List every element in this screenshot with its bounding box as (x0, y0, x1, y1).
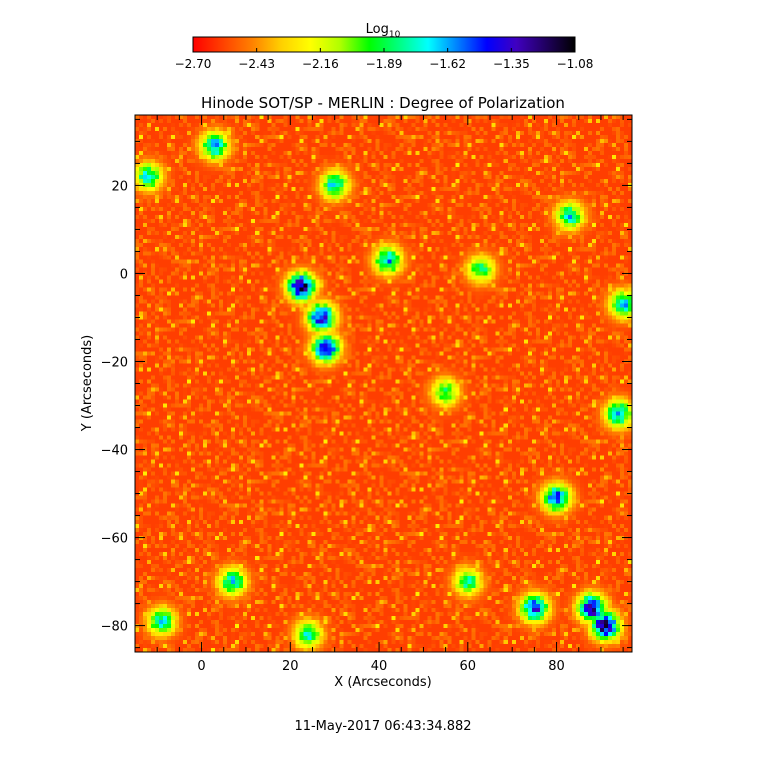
colorbar-tick-label: −1.62 (429, 57, 466, 71)
y-tick-label: −60 (101, 532, 128, 547)
colorbar-label: Log10 (366, 22, 401, 40)
colorbar-label-main: Log (366, 22, 389, 37)
colorbar-tick-label: −2.16 (302, 57, 339, 71)
y-tick-label: 20 (111, 179, 128, 194)
timestamp: 11-May-2017 06:43:34.882 (294, 719, 471, 734)
colorbar-tick-label: −1.89 (366, 57, 403, 71)
y-tick-label: 0 (120, 267, 128, 282)
y-axis-label: Y (Arcseconds) (80, 335, 95, 432)
colorbar-tick-label: −2.70 (175, 57, 212, 71)
colorbar-label-sub: 10 (389, 30, 401, 40)
x-tick-label: 40 (371, 659, 388, 674)
y-tick-label: −80 (101, 620, 128, 635)
x-tick-label: 20 (282, 659, 299, 674)
plot-area: 0 20 40 60 80 20 0 −20 −40 −60 −80 (101, 114, 633, 674)
colorbar-ticks: −2.70 −2.43 −2.16 −1.89 −1.62 −1.35 −1.08 (175, 48, 594, 71)
colorbar: Log10 −2.70 −2.43 −2.16 −1.89 −1.62 −1.35 −1.0… (175, 22, 594, 71)
x-tick-label: 60 (460, 659, 477, 674)
x-tick-label: 0 (197, 659, 205, 674)
y-tick-label: −20 (101, 355, 128, 370)
colorbar-tick-label: −2.43 (238, 57, 275, 71)
colorbar-tick-label: −1.08 (557, 57, 594, 71)
x-tick-label: 80 (548, 659, 565, 674)
y-tick-label: −40 (101, 444, 128, 459)
x-axis-label: X (Arcseconds) (334, 675, 431, 690)
chart-title: Hinode SOT/SP - MERLIN : Degree of Polar… (201, 94, 565, 112)
colorbar-tick-label: −1.35 (493, 57, 530, 71)
heatmap (135, 115, 632, 652)
axis-ticks: 0 20 40 60 80 20 0 −20 −40 −60 −80 (101, 115, 632, 674)
